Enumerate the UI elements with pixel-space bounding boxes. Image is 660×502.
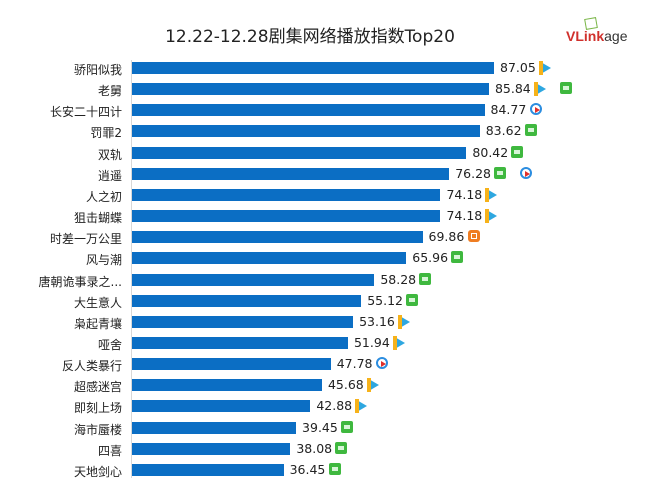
bar [132,336,348,349]
chart-title: 12.22-12.28剧集网络播放指数Top20 [165,27,455,47]
category-label: 大生意人 [73,295,122,310]
bar [132,146,467,159]
value-label: 36.45 [289,461,326,477]
category-label: 逍遥 [97,168,122,183]
category-label: 时差一万公里 [49,232,122,247]
value-label: 80.42 [472,144,509,160]
tencent-video-icon [366,378,379,393]
category-label: 骄阳似我 [73,63,122,77]
bar [132,210,441,223]
tencent-video-icon [485,187,498,202]
iqiyi-icon [559,82,572,95]
bar [132,188,441,201]
bar [132,379,322,392]
tencent-video-icon [539,61,551,75]
youku-icon [375,357,388,370]
category-label: 罚罪2 [90,126,122,141]
category-label: 反人类暴行 [61,359,122,374]
category-label: 人之初 [85,189,122,204]
iqiyi-icon [406,293,419,306]
iqiyi-icon [328,462,341,475]
value-label: 74.18 [446,208,483,224]
tencent-video-icon [485,209,498,224]
bar [132,167,450,180]
bar [132,463,284,476]
value-label: 76.28 [455,165,491,181]
bar [132,231,423,244]
bar [132,273,375,286]
category-label: 老舅 [97,84,122,99]
value-label: 84.77 [490,102,527,118]
category-label: 即刻上场 [73,401,122,416]
tencent-video-icon [355,399,368,414]
bar [132,400,311,413]
bar [132,294,362,307]
bar [132,442,291,455]
value-label: 53.16 [359,313,395,329]
bar [132,83,489,96]
value-label: 83.62 [485,123,522,139]
iqiyi-icon [419,272,432,285]
value-label: 42.88 [316,398,353,414]
value-label: 51.94 [353,334,390,350]
value-label: 39.45 [302,419,338,435]
tencent-video-icon [398,314,411,329]
value-label: 87.05 [500,60,536,75]
category-label: 天地剑心 [73,464,122,479]
category-label: 哑舍 [97,337,122,352]
tencent-video-icon [533,82,546,97]
category-label: 唐朝诡事录之... [38,274,122,289]
bar [132,104,485,117]
category-label: 风与潮 [85,253,122,268]
bar [132,315,354,328]
bar [132,62,494,74]
value-label: 69.86 [428,229,465,245]
bar [132,125,480,138]
category-label: 四喜 [97,443,122,458]
logo-mark-icon [584,17,598,30]
iqiyi-icon [335,441,348,454]
vlinkage-logo: VLinkage [566,17,627,44]
value-label: 55.12 [367,292,403,308]
category-label: 狙击蝴蝶 [73,211,122,226]
y-axis-line [131,60,132,478]
bar [132,358,331,371]
bar [132,421,297,434]
youku-icon [529,103,542,116]
mango-tv-icon [467,230,480,243]
value-label: 45.68 [327,377,364,393]
value-label: 58.28 [380,271,417,287]
category-label: 长安二十四计 [49,105,122,120]
category-label: 枭起青壤 [73,316,122,331]
bar [132,252,407,265]
iqiyi-icon [494,166,507,179]
value-label: 47.78 [336,356,373,372]
value-label: 74.18 [446,186,483,202]
iqiyi-icon [341,420,354,433]
category-label: 海市蜃楼 [73,422,122,437]
value-label: 38.08 [296,440,333,456]
iqiyi-icon [524,124,537,137]
value-label: 85.84 [494,81,531,97]
category-label: 超感迷宫 [73,380,122,395]
youku-icon [520,166,533,179]
tencent-video-icon [392,335,405,350]
iqiyi-icon [451,251,464,264]
category-label: 双轨 [97,147,122,162]
iqiyi-icon [511,145,524,158]
value-label: 65.96 [412,250,449,266]
